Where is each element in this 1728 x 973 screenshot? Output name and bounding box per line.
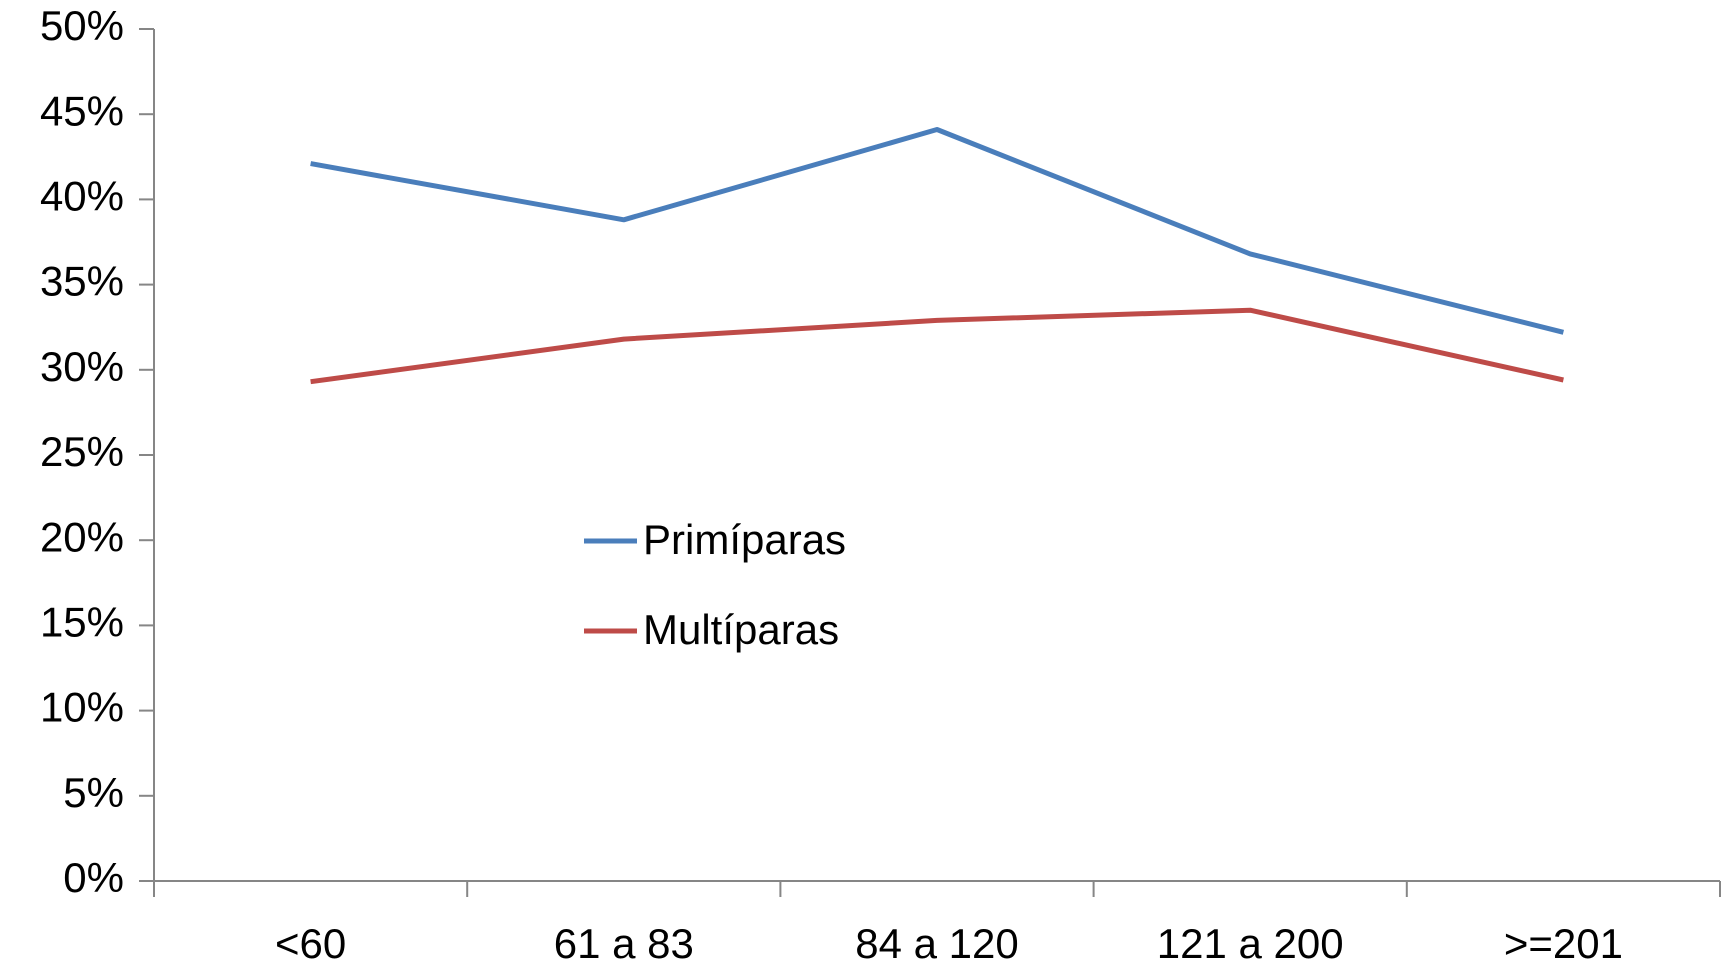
y-tick-label: 40% [40,172,124,219]
x-tick-label: >=201 [1504,920,1623,967]
y-tick-label: 25% [40,428,124,475]
y-tick-label: 30% [40,343,124,390]
legend-label: Primíparas [643,516,846,563]
x-tick-label: <60 [275,920,346,967]
y-tick-label: 5% [63,769,124,816]
x-tick-label: 84 a 120 [855,920,1019,967]
y-tick-label: 0% [63,854,124,901]
y-tick-label: 20% [40,513,124,560]
y-tick-label: 50% [40,2,124,49]
x-tick-label: 121 a 200 [1157,920,1344,967]
y-tick-label: 35% [40,258,124,305]
x-tick-label: 61 a 83 [554,920,694,967]
y-tick-label: 15% [40,598,124,645]
y-tick-label: 45% [40,87,124,134]
y-tick-label: 10% [40,684,124,731]
line-series [310,127,1565,335]
legend-label: Multíparas [643,606,839,653]
line-series [310,307,1564,385]
